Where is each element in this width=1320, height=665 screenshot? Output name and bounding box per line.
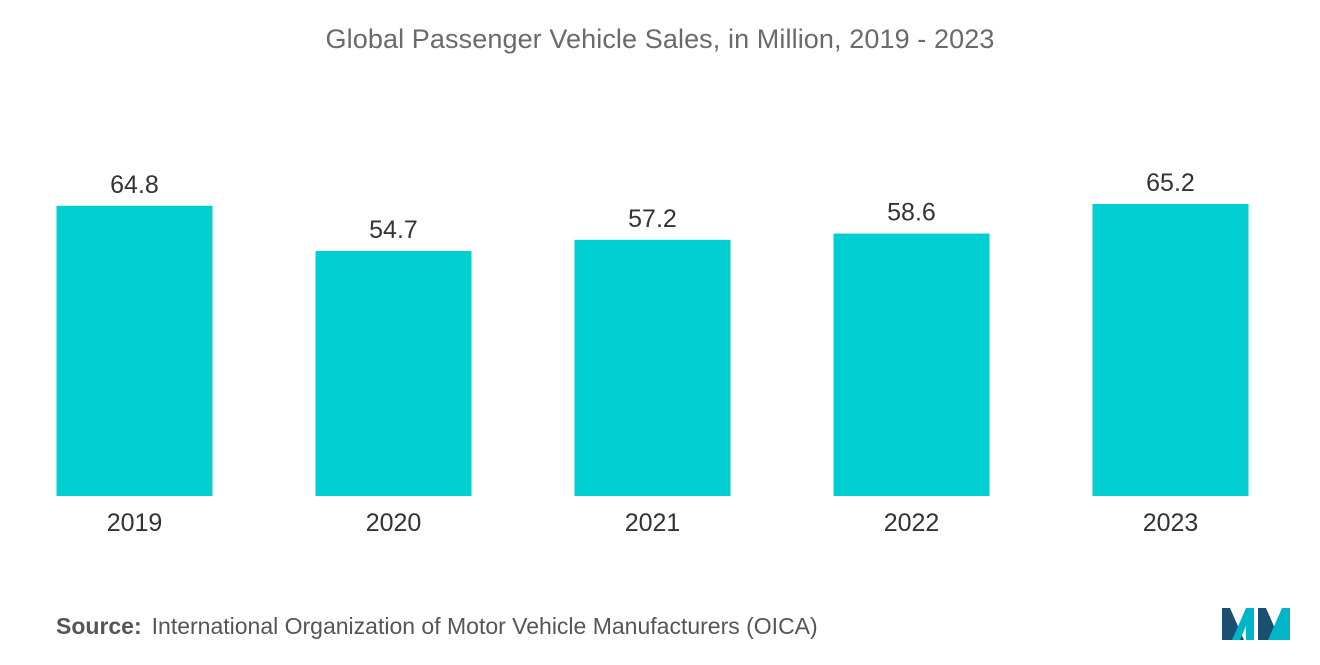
source-text: International Organization of Motor Vehi… [151,613,818,639]
x-tick-label-2023: 2023 [1143,509,1199,537]
source-prefix: Source: [56,613,142,639]
bar-2019 [56,205,213,496]
x-tick-label-2022: 2022 [884,509,940,537]
value-label-2023: 65.2 [1146,169,1195,197]
source-note: Source: International Organization of Mot… [56,613,818,640]
bar-2021 [574,239,731,496]
x-tick-label-2019: 2019 [107,509,163,537]
mordor-intelligence-logo-icon [1222,608,1290,640]
x-tick-label-2021: 2021 [625,509,681,537]
value-label-2020: 54.7 [369,216,418,244]
value-label-2019: 64.8 [110,171,159,199]
bar-2022 [833,233,990,496]
x-tick-label-2020: 2020 [366,509,422,537]
bar-2020 [315,251,472,496]
value-label-2021: 57.2 [628,205,677,233]
bar-2023 [1092,204,1249,496]
chart-title: Global Passenger Vehicle Sales, in Milli… [325,24,995,54]
value-label-2022: 58.6 [887,199,936,227]
